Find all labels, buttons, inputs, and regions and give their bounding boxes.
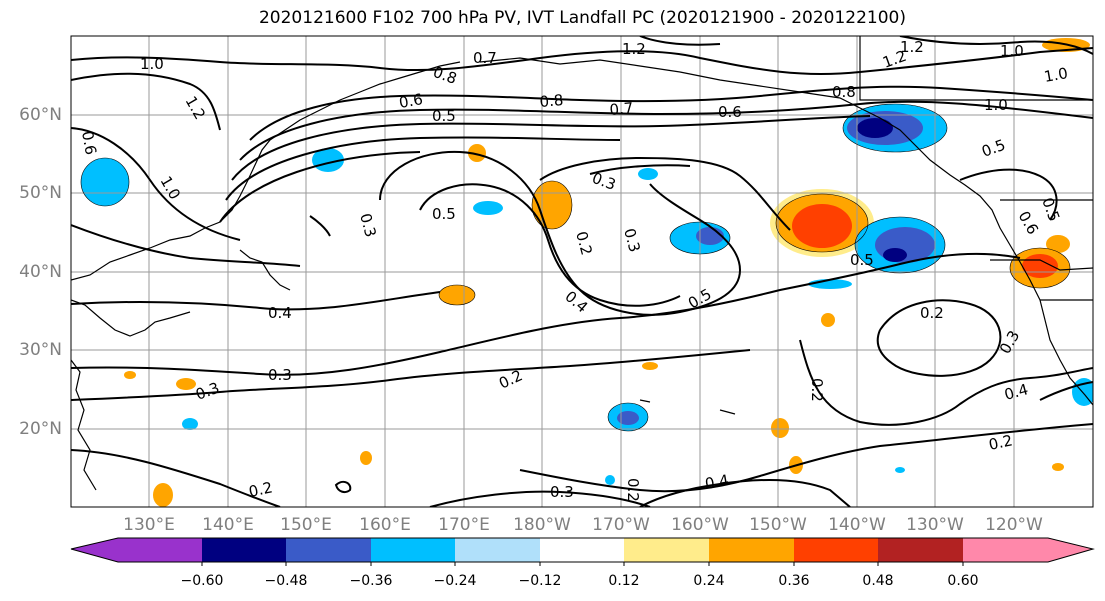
lon-label-120w: 120°W <box>985 515 1043 535</box>
colorbar-segments <box>71 538 1093 562</box>
contour-label-32: 0.3 <box>550 483 574 501</box>
contour-label-31: 0.4 <box>704 471 731 493</box>
contour-label-39: 0.7 <box>609 99 634 119</box>
lon-label-150e: 150°E <box>280 515 332 535</box>
contour-label-14: 0.5 <box>432 205 456 223</box>
colorbar-segment-4 <box>371 538 455 562</box>
colorbar-label-6: 0.12 <box>608 573 640 589</box>
lat-label-60n: 60°N <box>19 105 62 125</box>
colorbar-segment-6 <box>540 538 624 562</box>
colorbar-segment-2 <box>202 538 286 562</box>
contour-label-29: 0.2 <box>808 378 826 402</box>
contour-label-33: 0.2 <box>624 478 642 502</box>
contour-label-23: 0.3 <box>268 366 292 384</box>
colorbar-label-1: −0.60 <box>180 573 224 589</box>
lon-label-150w: 150°W <box>749 515 807 535</box>
lon-label-180w: 180°W <box>513 515 571 535</box>
pv-contours <box>71 36 1093 507</box>
coastlines <box>71 36 1093 491</box>
colorbar <box>70 537 1095 566</box>
colorbar-segment-10 <box>878 538 963 562</box>
colorbar-label-2: −0.48 <box>264 573 308 589</box>
contour-label-22: 0.4 <box>268 304 292 322</box>
contour-label-9: 0.6 <box>718 103 742 121</box>
contour-label-38: 0.8 <box>539 91 564 111</box>
contour-label-3: 1.2 <box>622 40 646 58</box>
contour-label-40: 0.6 <box>398 90 425 112</box>
lon-label-140e: 140°E <box>202 515 254 535</box>
colorbar-ticks <box>201 562 964 566</box>
contour-label-2: 0.7 <box>473 49 497 67</box>
contour-label-5: 1.0 <box>1000 42 1024 60</box>
contour-label-30: 0.2 <box>987 431 1014 454</box>
colorbar-segment-7 <box>624 538 709 562</box>
lat-label-20n: 20°N <box>19 419 62 439</box>
colorbar-label-9: 0.48 <box>862 573 894 589</box>
contour-label-17: 0.3 <box>356 211 380 239</box>
contour-label-19: 0.3 <box>620 226 644 254</box>
contour-label-36: 0.6 <box>78 130 100 157</box>
colorbar-segment-9 <box>794 538 878 562</box>
colorbar-label-10: 0.60 <box>947 573 979 589</box>
contour-label-8: 0.5 <box>432 107 456 125</box>
contour-label-18: 0.2 <box>572 229 596 257</box>
lat-label-50n: 50°N <box>19 183 62 203</box>
colorbar-label-3: −0.36 <box>349 573 393 589</box>
colorbar-label-7: 0.24 <box>693 573 725 589</box>
lat-label-30n: 30°N <box>19 340 62 360</box>
lat-label-40n: 40°N <box>19 262 62 282</box>
figure-title: 2020121600 F102 700 hPa PV, IVT Landfall… <box>258 8 906 28</box>
contour-label-11: 1.0 <box>984 96 1008 114</box>
colorbar-label-5: −0.12 <box>518 573 562 589</box>
contour-label-4: 1.2 <box>900 38 924 56</box>
lon-label-160e: 160°E <box>359 515 411 535</box>
map-frame <box>70 35 1094 508</box>
contour-label-28: 0.4 <box>1002 380 1030 404</box>
contour-label-34: 0.2 <box>247 478 274 501</box>
anomaly-outlines <box>80 103 1071 432</box>
contour-label-21: 0.5 <box>850 251 874 269</box>
lon-label-130e: 130°E <box>123 515 175 535</box>
colorbar-segment-3 <box>286 538 371 562</box>
contour-label-1: 1.0 <box>140 55 164 73</box>
colorbar-segment-5 <box>455 538 540 562</box>
contour-label-26: 0.2 <box>920 304 944 322</box>
colorbar-label-8: 0.36 <box>778 573 810 589</box>
colorbar-segment-1 <box>71 538 202 562</box>
lon-label-160w: 160°W <box>671 515 729 535</box>
colorbar-segment-8 <box>709 538 794 562</box>
colorbar-segment-11 <box>963 538 1093 562</box>
graticule <box>71 36 1093 507</box>
lon-label-170e: 170°E <box>438 515 490 535</box>
lon-label-140w: 140°W <box>828 515 886 535</box>
lon-label-130w: 130°W <box>906 515 964 535</box>
colorbar-label-4: −0.24 <box>433 573 477 589</box>
lon-label-170w: 170°W <box>592 515 650 535</box>
contour-label-41: 1.0 <box>1043 64 1070 86</box>
contour-label-10: 0.8 <box>832 83 856 101</box>
